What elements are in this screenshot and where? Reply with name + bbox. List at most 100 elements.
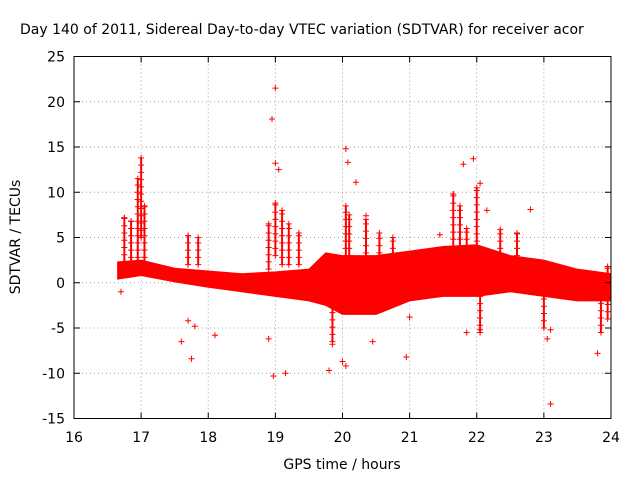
excursion-point [540, 317, 547, 324]
excursion-point [329, 302, 336, 309]
outlier-point [275, 166, 282, 173]
dense-data-band [117, 244, 612, 315]
excursion-point [138, 176, 145, 183]
excursion-point [295, 239, 302, 246]
outlier-point [406, 314, 413, 321]
excursion-point [497, 245, 504, 252]
outlier-point [477, 326, 484, 333]
outlier-point [352, 179, 359, 186]
excursion-point [329, 270, 336, 277]
y-tick-label: 15 [47, 140, 65, 156]
excursion-point [265, 220, 272, 227]
outlier-point [362, 212, 369, 219]
excursion-point [279, 218, 286, 225]
excursion-point [473, 201, 480, 208]
outlier-point [547, 326, 554, 333]
outlier-point [544, 335, 551, 342]
axis-ticks [73, 56, 612, 419]
excursion-point [185, 247, 192, 254]
excursion-point [295, 254, 302, 261]
excursion-point [279, 239, 286, 246]
outlier-point [191, 323, 198, 330]
excursion-point [134, 196, 141, 203]
excursion-point [279, 254, 286, 261]
excursion-point [450, 229, 457, 236]
excursion-point [497, 226, 504, 233]
excursion-point [497, 238, 504, 245]
excursion-point [134, 182, 141, 189]
y-tick-label: -10 [42, 366, 65, 382]
x-tick-label: 20 [334, 430, 352, 446]
excursion-point [346, 245, 353, 252]
excursion-point [141, 247, 148, 254]
excursion-point [362, 249, 369, 256]
excursion-point [456, 229, 463, 236]
x-tick-labels: 16 17 18 19 20 21 22 23 24 [65, 430, 620, 446]
excursion-point [279, 247, 286, 254]
excursion-point [195, 239, 202, 246]
excursion-point [604, 272, 611, 279]
excursion-point [128, 232, 135, 239]
excursion-point [134, 254, 141, 261]
x-axis-title: GPS time / hours [283, 457, 400, 473]
outlier-point [178, 338, 185, 345]
excursion-point [450, 221, 457, 228]
excursion-point [141, 202, 148, 209]
outlier-point [342, 363, 349, 370]
excursion-point [376, 257, 383, 264]
x-tick-label: 23 [535, 430, 553, 446]
excursion-point [346, 252, 353, 259]
excursion-point [450, 214, 457, 221]
excursion-point [477, 288, 484, 295]
excursion-point [295, 247, 302, 254]
excursion-point [121, 244, 128, 251]
excursion-point [141, 239, 148, 246]
excursion-point [279, 207, 286, 214]
excursion-point [134, 239, 141, 246]
outlier-point [403, 353, 410, 360]
excursion-point [138, 212, 145, 219]
excursion-point [473, 216, 480, 223]
outlier-point [188, 355, 195, 362]
excursion-point [128, 225, 135, 232]
excursion-point [597, 329, 604, 336]
excursion-point [138, 154, 145, 161]
excursion-point [134, 175, 141, 182]
excursion-point [450, 207, 457, 214]
excursion-point [121, 266, 128, 273]
chart-title: Day 140 of 2011, Sidereal Day-to-day VTE… [20, 22, 584, 38]
excursion-point [362, 235, 369, 242]
outlier-point [282, 370, 289, 377]
excursion-point [604, 286, 611, 293]
excursion-point [604, 301, 611, 308]
excursion-point [138, 205, 145, 212]
y-tick-label: -15 [42, 412, 65, 428]
excursion-point [138, 220, 145, 227]
x-tick-label: 22 [468, 430, 486, 446]
excursion-point [195, 261, 202, 268]
excursion-point [346, 223, 353, 230]
excursion-point [597, 315, 604, 322]
excursion-point [265, 244, 272, 251]
excursion-point [604, 308, 611, 315]
excursion-point [134, 247, 141, 254]
excursion-point [463, 225, 470, 232]
excursion-point [473, 245, 480, 252]
outlier-point [450, 191, 457, 198]
excursion-point [346, 211, 353, 218]
excursion-point [134, 261, 141, 268]
excursion-point [473, 252, 480, 259]
excursion-point [342, 209, 349, 216]
excursion-point [138, 227, 145, 234]
excursion-point [138, 191, 145, 198]
outlier-point [265, 335, 272, 342]
excursion-point [497, 252, 504, 259]
excursion-point [362, 242, 369, 249]
excursion-point [272, 223, 279, 230]
excursion-point [329, 331, 336, 338]
excursion-point [141, 254, 148, 261]
excursion-point [121, 214, 128, 221]
y-tick-label: 20 [47, 95, 65, 111]
excursion-point [138, 162, 145, 169]
